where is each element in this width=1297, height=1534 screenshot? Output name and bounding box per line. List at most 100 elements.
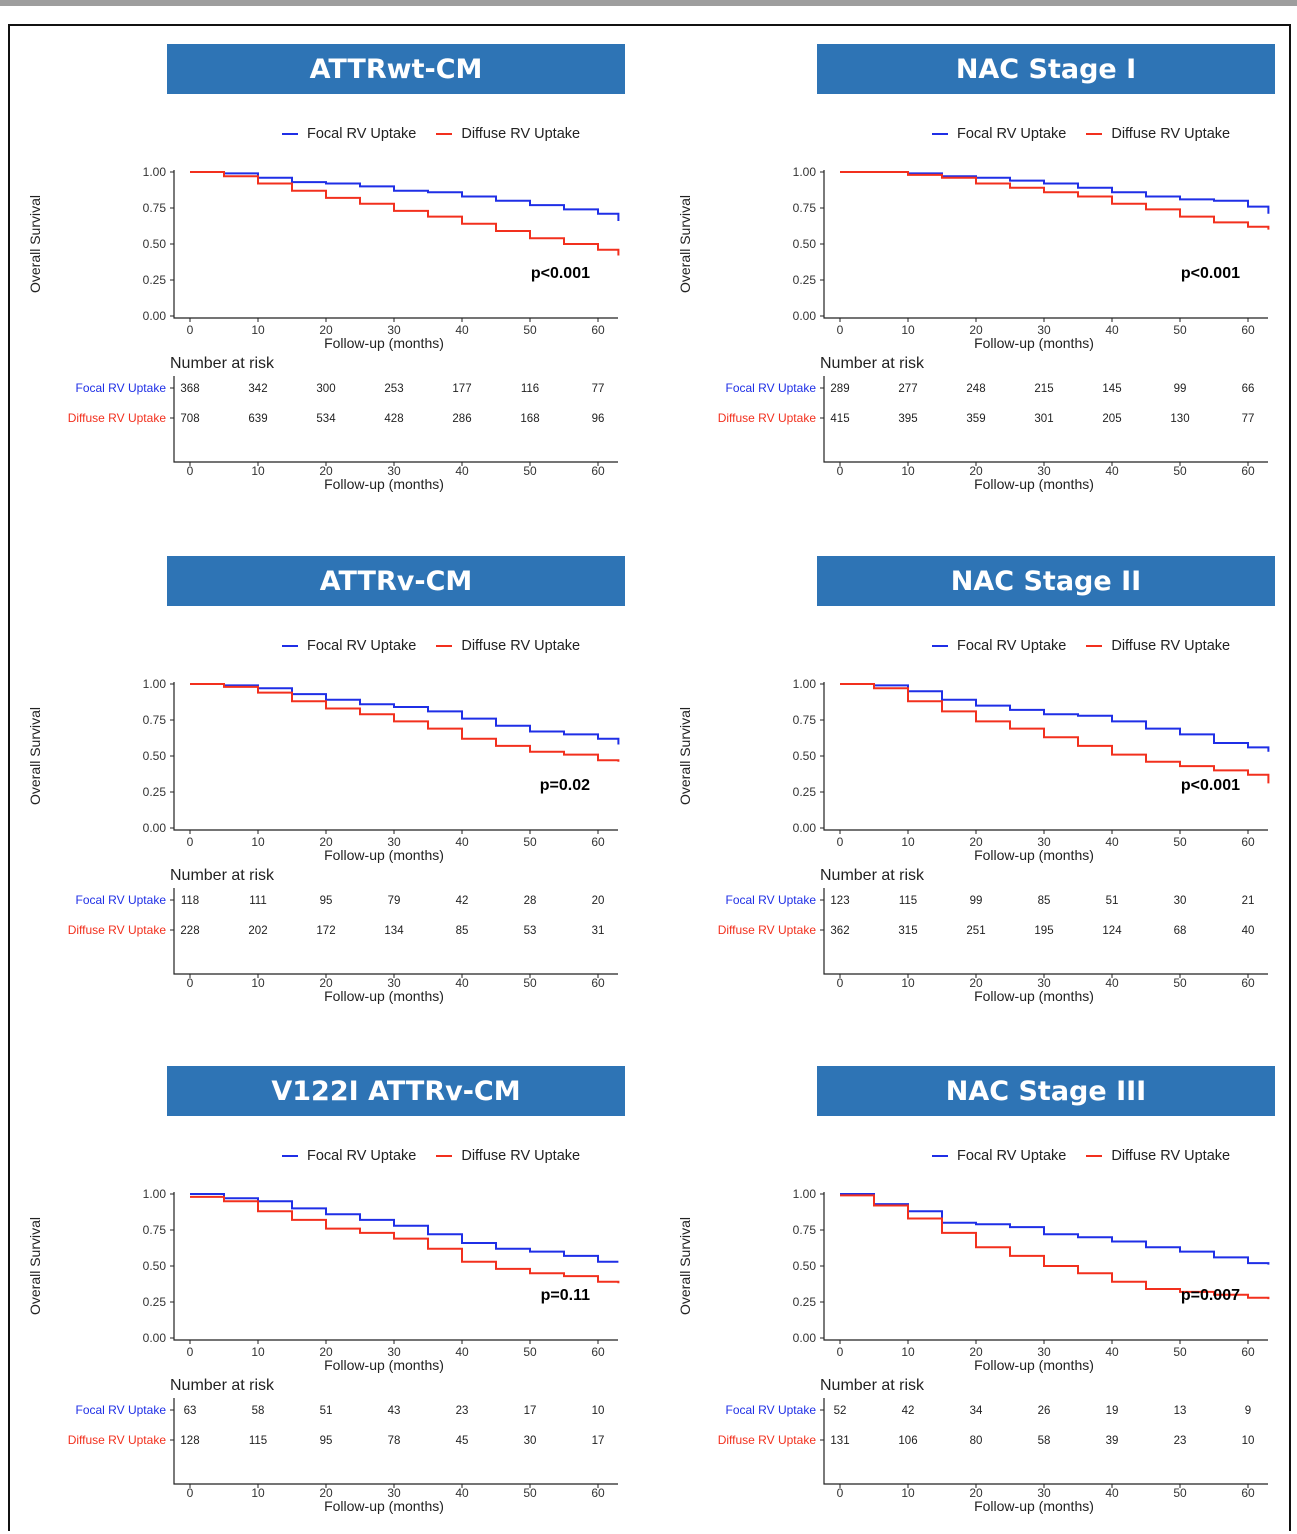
- risk-x-tick-label: 20: [319, 976, 333, 990]
- legend-swatch-diffuse: [1086, 645, 1103, 647]
- risk-cell: 58: [252, 1405, 265, 1417]
- p-value-label: p<0.001: [1181, 265, 1240, 282]
- risk-cell: 31: [592, 925, 605, 937]
- risk-cell: 58: [1038, 1435, 1051, 1447]
- x-tick-label: 40: [455, 835, 469, 849]
- legend-swatch-diffuse: [436, 133, 453, 135]
- x-tick-label: 30: [1037, 835, 1051, 849]
- risk-cell: 205: [1102, 413, 1121, 425]
- risk-cell: 68: [1174, 925, 1187, 937]
- legend-label-diffuse: Diffuse RV Uptake: [461, 126, 581, 142]
- risk-cell: 123: [830, 895, 849, 907]
- legend-swatch-diffuse: [436, 645, 453, 647]
- risk-cell: 42: [456, 895, 469, 907]
- legend-swatch-focal: [282, 133, 298, 135]
- risk-cell: 362: [830, 925, 849, 937]
- x-tick-label: 30: [387, 1345, 401, 1359]
- x-tick-label: 30: [1037, 323, 1051, 337]
- risk-x-tick-label: 10: [901, 1486, 915, 1500]
- y-tick-label: 0.25: [793, 273, 817, 287]
- risk-row-label-focal: Focal RV Uptake: [726, 893, 817, 907]
- legend-label-focal: Focal RV Uptake: [307, 638, 417, 654]
- x-tick-label: 60: [591, 323, 605, 337]
- y-tick-label: 0.25: [143, 273, 167, 287]
- y-tick-label: 1.00: [143, 1187, 167, 1201]
- km-curve-focal: [190, 171, 620, 221]
- risk-cell: 251: [966, 925, 985, 937]
- x-tick-label: 0: [837, 323, 844, 337]
- km-panel-1: ATTRwt-CM Focal RV Uptake Diffuse RV Uptak…: [0, 0, 650, 512]
- y-tick-label: 0.50: [793, 1259, 817, 1273]
- risk-cell: 23: [1174, 1435, 1187, 1447]
- y-tick-label: 0.75: [793, 1223, 817, 1237]
- x-tick-label: 20: [319, 835, 333, 849]
- risk-x-tick-label: 60: [591, 1486, 605, 1500]
- y-tick-label: 0.75: [143, 201, 167, 215]
- risk-x-tick-label: 30: [387, 464, 401, 478]
- km-plot: Overall Survival 0.00 0.25 0.50 0.75 1.00 0 10 2…: [677, 1187, 1270, 1514]
- risk-cell: 19: [1106, 1405, 1119, 1417]
- risk-cell: 115: [249, 1435, 267, 1447]
- risk-cell: 63: [184, 1405, 197, 1417]
- legend-swatch-diffuse: [1086, 133, 1103, 135]
- x-tick-label: 30: [387, 323, 401, 337]
- x-tick-label: 10: [901, 835, 915, 849]
- risk-cell: 85: [1038, 895, 1051, 907]
- x-tick-label: 60: [1241, 835, 1255, 849]
- legend-swatch-focal: [932, 1155, 948, 1157]
- km-curve-diffuse: [190, 171, 620, 256]
- risk-x-tick-label: 0: [837, 464, 844, 478]
- risk-x-tick-label: 60: [1241, 1486, 1255, 1500]
- risk-cell: 85: [456, 925, 469, 937]
- risk-cell: 23: [456, 1405, 469, 1417]
- y-tick-label: 1.00: [143, 165, 167, 179]
- risk-cell: 116: [521, 383, 539, 395]
- panel-title-banner: ATTRv-CM: [167, 556, 625, 606]
- risk-cell: 195: [1034, 925, 1053, 937]
- km-plot: Overall Survival 0.00 0.25 0.50 0.75 1.00 0 10 2…: [27, 1187, 620, 1514]
- legend-label-diffuse: Diffuse RV Uptake: [1111, 638, 1231, 654]
- risk-cell: 177: [452, 383, 471, 395]
- risk-table-axes: [173, 376, 618, 463]
- y-tick-label: 1.00: [793, 165, 817, 179]
- risk-row-label-focal: Focal RV Uptake: [76, 1403, 167, 1417]
- km-curve-diffuse: [840, 171, 1270, 230]
- risk-cell: 34: [970, 1405, 983, 1417]
- risk-cell: 77: [592, 383, 605, 395]
- risk-cell: 95: [320, 895, 333, 907]
- risk-x-tick-label: 30: [387, 1486, 401, 1500]
- risk-x-tick-label: 0: [837, 976, 844, 990]
- x-tick-label: 60: [591, 835, 605, 849]
- legend-item-focal: Focal RV Uptake: [932, 126, 1066, 142]
- x-tick-label: 60: [1241, 323, 1255, 337]
- x-tick-label: 30: [387, 835, 401, 849]
- risk-x-tick-label: 50: [523, 1486, 537, 1500]
- risk-cell: 131: [830, 1435, 849, 1447]
- legend-item-diffuse: Diffuse RV Uptake: [436, 126, 580, 142]
- y-tick-label: 0.50: [793, 749, 817, 763]
- risk-cell: 395: [898, 413, 917, 425]
- km-panel-2: NAC Stage I Focal RV Uptake Diffuse RV Upt…: [650, 0, 1297, 512]
- x-tick-label: 0: [837, 835, 844, 849]
- risk-cell: 20: [592, 895, 605, 907]
- risk-cell: 134: [384, 925, 404, 937]
- plot-axes: [823, 170, 1268, 319]
- risk-cell: 17: [524, 1405, 537, 1417]
- risk-table-title: Number at risk: [820, 867, 925, 884]
- risk-x-tick-label: 30: [387, 976, 401, 990]
- p-value-label: p=0.11: [541, 1287, 590, 1304]
- p-value-label: p=0.007: [1181, 1287, 1240, 1304]
- risk-x-tick-label: 0: [837, 1486, 844, 1500]
- risk-cell: 13: [1174, 1405, 1187, 1417]
- risk-row-label-diffuse: Diffuse RV Uptake: [68, 923, 167, 937]
- risk-cell: 130: [1170, 413, 1189, 425]
- legend-item-focal: Focal RV Uptake: [932, 638, 1066, 654]
- risk-x-tick-label: 0: [187, 976, 194, 990]
- risk-cell: 639: [248, 413, 267, 425]
- km-plot: Overall Survival 0.00 0.25 0.50 0.75 1.00 0 10 2…: [677, 165, 1270, 492]
- risk-cell: 228: [180, 925, 199, 937]
- y-tick-label: 0.25: [143, 785, 167, 799]
- y-tick-label: 0.25: [793, 1295, 817, 1309]
- risk-row-label-diffuse: Diffuse RV Uptake: [718, 923, 817, 937]
- risk-table-axes: [823, 376, 1268, 463]
